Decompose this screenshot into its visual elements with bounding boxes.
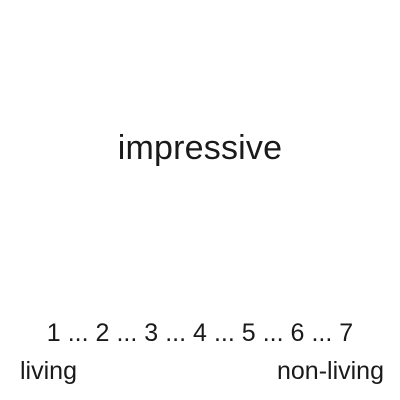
scale-left-anchor-label: living <box>20 357 77 385</box>
scale-point-6[interactable]: 6 <box>290 319 305 347</box>
scale-separator: ... <box>311 319 333 347</box>
stimulus-word: impressive <box>117 129 283 167</box>
scale-point-1[interactable]: 1 <box>46 319 61 347</box>
scale-separator: ... <box>165 319 187 347</box>
scale-separator: ... <box>262 319 284 347</box>
scale-point-4[interactable]: 4 <box>193 319 207 347</box>
scale-point-3[interactable]: 3 <box>144 319 159 347</box>
scale-separator: ... <box>67 319 89 347</box>
scale-separator: ... <box>116 319 138 347</box>
scale-point-5[interactable]: 5 <box>241 319 256 347</box>
scale-point-7[interactable]: 7 <box>339 319 354 347</box>
scale-separator: ... <box>213 319 235 347</box>
rating-scale: 1... 2... 3... 4... 5... 6... 7 <box>0 318 400 348</box>
scale-right-anchor-label: non-living <box>276 357 384 385</box>
scale-point-2[interactable]: 2 <box>95 319 110 347</box>
